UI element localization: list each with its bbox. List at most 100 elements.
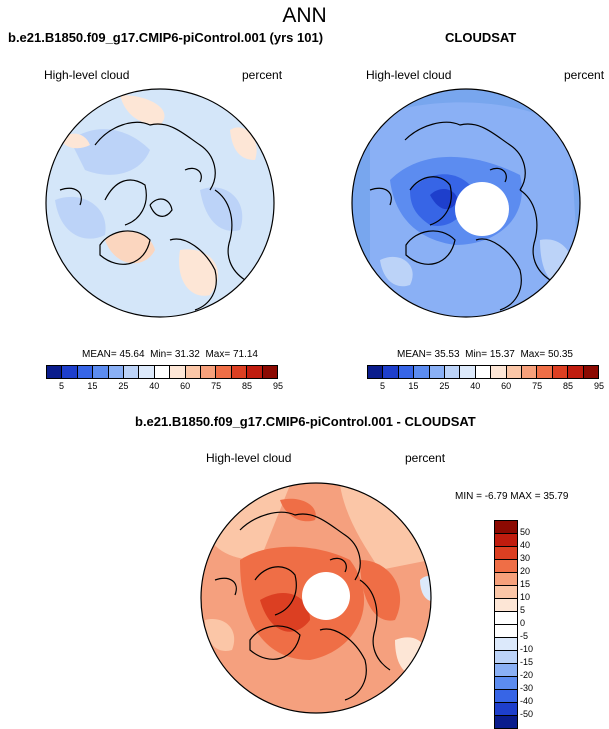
panel1-colorbar-tick-label: 95 <box>272 381 284 391</box>
panel2-polar-map <box>351 88 581 318</box>
panel3-colorbar-tick-label: 5 <box>520 605 526 615</box>
panel1-colorbar-tick-label: 25 <box>118 381 129 391</box>
panel1-colorbar <box>46 365 278 379</box>
panel2-colorbar-swatch <box>537 366 553 378</box>
panel3-colorbar-tick-label: 10 <box>520 592 531 602</box>
panel2-title: CLOUDSAT <box>445 30 517 45</box>
panel1-colorbar-swatch <box>124 366 140 378</box>
panel2-colorbar-swatch <box>429 366 446 378</box>
panel2-colorbar-tick-label: 95 <box>593 381 605 391</box>
panel3-polar-map <box>200 482 432 714</box>
panel3-colorbar-tick-label: -15 <box>520 657 534 667</box>
panel1-colorbar-swatch <box>47 366 63 378</box>
panel3-colorbar-tick-label: -30 <box>520 683 534 693</box>
panel1-title: b.e21.B1850.f09_g17.CMIP6-piControl.001 … <box>8 30 324 45</box>
panel2-colorbar-tick-label: 75 <box>532 381 543 391</box>
panel3-pole-hole <box>302 572 350 620</box>
panel1-colorbar-tick-label: 60 <box>180 381 191 391</box>
panel3-colorbar-swatch <box>495 664 517 677</box>
panel2-stats: MEAN= 35.53 Min= 15.37 Max= 50.35 <box>397 349 573 360</box>
page-title: ANN <box>282 4 327 27</box>
panel3-stats: MIN = -6.79 MAX = 35.79 <box>455 491 569 502</box>
panel3-colorbar-swatch <box>495 560 517 573</box>
panel3-colorbar-swatch <box>495 573 517 586</box>
panel3-colorbar-swatch <box>495 547 517 560</box>
panel1-colorbar-tick-label: 15 <box>87 381 98 391</box>
panel1-map-border <box>45 88 275 318</box>
panel2-colorbar-swatch <box>475 366 492 378</box>
panel2-colorbar-swatch <box>568 366 584 378</box>
panel1-variable: High-level cloud <box>44 68 130 82</box>
panel3-variable: High-level cloud <box>206 451 292 465</box>
panel2-variable: High-level cloud <box>366 68 452 82</box>
panel3-title: b.e21.B1850.f09_g17.CMIP6-piControl.001 … <box>135 414 476 429</box>
panel3-colorbar-tick-label: 20 <box>520 566 531 576</box>
panel3-colorbar-tick-label: -20 <box>520 670 534 680</box>
panel2-colorbar-tick-label: 25 <box>439 381 450 391</box>
panel2-map-border <box>351 88 581 318</box>
panel1-stats: MEAN= 45.64 Min= 31.32 Max= 71.14 <box>82 349 258 360</box>
panel2-colorbar-tick-label: 85 <box>563 381 574 391</box>
panel2-colorbar-swatch <box>445 366 461 378</box>
panel3-colorbar-tick-label: -50 <box>520 709 534 719</box>
panel3-colorbar-tick-label: -40 <box>520 696 534 706</box>
panel2-colorbar-tick-label: 40 <box>470 381 481 391</box>
panel1-colorbar-swatch <box>201 366 217 378</box>
panel3-colorbar-tick-label: 50 <box>520 527 531 537</box>
panel2-colorbar-swatch <box>552 366 569 378</box>
panel3-colorbar-swatch <box>495 521 517 534</box>
panel2-colorbar-tick-label: 15 <box>408 381 419 391</box>
panel1-colorbar-swatch <box>247 366 263 378</box>
panel1-colorbar-swatch <box>77 366 94 378</box>
panel2-colorbar <box>367 365 599 379</box>
panel2-colorbar-swatch <box>368 366 384 378</box>
panel2-colorbar-swatch <box>583 366 599 378</box>
panel1-colorbar-tick-label: 5 <box>58 381 64 391</box>
panel2-colorbar-swatch <box>460 366 476 378</box>
panel1-polar-map <box>45 88 275 318</box>
panel3-colorbar-tick-label: -5 <box>520 631 529 641</box>
panel1-colorbar-swatch <box>185 366 202 378</box>
panel3-colorbar-swatch <box>495 625 517 638</box>
panel1-colorbar-swatch <box>231 366 248 378</box>
panel3-colorbar-swatch <box>495 534 517 547</box>
panel2-colorbar-swatch <box>398 366 415 378</box>
panel1-colorbar-swatch <box>154 366 171 378</box>
panel2-colorbar-swatch <box>506 366 523 378</box>
panel3-colorbar-tick-label: 40 <box>520 540 531 550</box>
panel3-colorbar-swatch <box>495 651 517 664</box>
panel1-colorbar-tick-label: 40 <box>149 381 160 391</box>
panel3-map-border <box>200 482 432 714</box>
panel2-pole-hole <box>455 182 509 236</box>
panel3-colorbar-swatch <box>495 612 517 625</box>
panel1-colorbar-swatch <box>62 366 78 378</box>
panel1-colorbar-swatch <box>139 366 155 378</box>
panel1-units: percent <box>242 68 283 82</box>
panel2-colorbar-swatch <box>414 366 430 378</box>
panel3-colorbar-tick-label: 0 <box>520 618 526 628</box>
panel2-colorbar-swatch <box>491 366 507 378</box>
panel3-colorbar-swatch <box>495 586 517 599</box>
panel1-colorbar-swatch <box>93 366 109 378</box>
panel3-colorbar <box>494 520 518 729</box>
panel1-colorbar-tick-label: 75 <box>211 381 222 391</box>
panel3-colorbar-tick-label: 15 <box>520 579 531 589</box>
panel1-colorbar-swatch <box>216 366 232 378</box>
panel1-colorbar-tick-label: 85 <box>242 381 253 391</box>
panel2-colorbar-tick-label: 5 <box>379 381 385 391</box>
panel3-colorbar-swatch <box>495 638 517 651</box>
panel3-colorbar-swatch <box>495 599 517 612</box>
panel2-colorbar-tick-label: 60 <box>501 381 512 391</box>
panel2-colorbar-swatch <box>383 366 399 378</box>
panel2-colorbar-swatch <box>522 366 538 378</box>
panel3-colorbar-tick-label: -10 <box>520 644 534 654</box>
panel3-units: percent <box>405 451 446 465</box>
panel1-colorbar-swatch <box>170 366 186 378</box>
panel3-colorbar-swatch <box>495 690 517 703</box>
panel3-colorbar-swatch <box>495 716 517 728</box>
panel3-colorbar-swatch <box>495 677 517 690</box>
panel2-units: percent <box>564 68 605 82</box>
panel1-colorbar-swatch <box>262 366 278 378</box>
panel1-colorbar-swatch <box>108 366 125 378</box>
